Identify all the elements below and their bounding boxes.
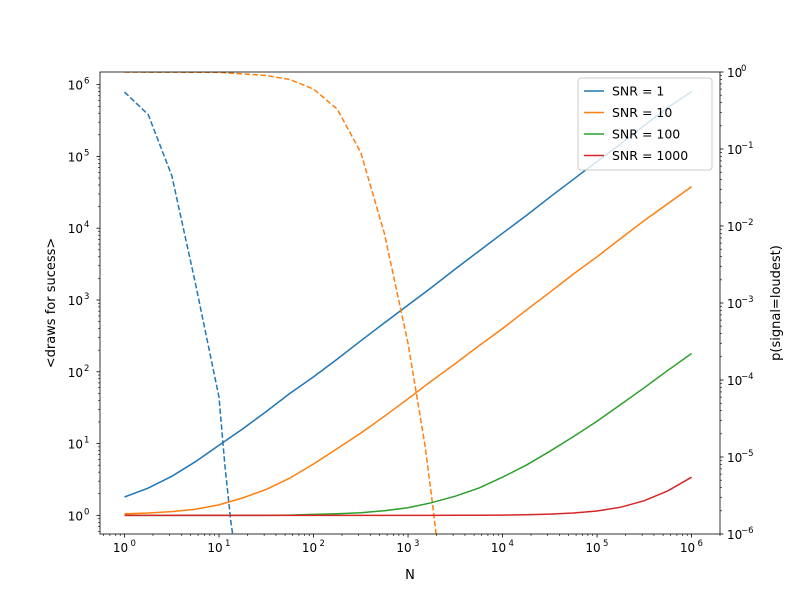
x-axis-label: N <box>405 568 415 583</box>
series-line-snr-1000 <box>124 476 692 517</box>
legend-label: SNR = 100 <box>612 127 680 142</box>
x-tick-label-exponent: 1 <box>225 539 230 549</box>
y-tick-label: 10 <box>68 438 83 452</box>
y-tick-label: 10 <box>68 222 83 236</box>
x-tick-label-exponent: 4 <box>509 539 514 549</box>
x-tick-label: 10 <box>396 541 411 555</box>
y-right-tick-label-exponent: −2 <box>741 218 754 228</box>
x-tick-label: 10 <box>207 541 222 555</box>
x-tick-label: 10 <box>680 541 695 555</box>
legend-label: SNR = 1 <box>612 84 664 99</box>
y-axis-label-right: p(signal=loudest) <box>769 245 784 361</box>
y-right-tick-label: 10 <box>727 374 742 388</box>
x-tick-label-exponent: 0 <box>131 539 136 549</box>
ticks-layer: 10 0 10 1 10 2 10 3 10 4 10 5 10 610 010 110 210 310 410 51… <box>68 64 754 555</box>
y-axis-label: <draws for sucess> <box>44 238 59 369</box>
y-tick-label-exponent: 1 <box>84 436 89 446</box>
x-tick-label-exponent: 2 <box>320 539 325 549</box>
legend: SNR = 1 SNR = 10 SNR = 100 SNR = 1000 <box>577 77 713 171</box>
y-tick-label-exponent: 2 <box>84 364 89 374</box>
y-right-tick-label-exponent: −5 <box>741 449 754 459</box>
series-line-snr-10 <box>124 185 693 515</box>
y-tick-label-exponent: 5 <box>84 148 89 158</box>
y-right-tick-label: 10 <box>727 220 742 234</box>
x-tick-label: 10 <box>302 541 317 555</box>
y-tick-label-exponent: 3 <box>84 292 89 302</box>
y-right-tick-label: 10 <box>727 297 742 311</box>
x-tick-label-exponent: 5 <box>603 539 608 549</box>
x-tick-label: 10 <box>585 541 600 555</box>
y-tick-label: 10 <box>68 79 83 93</box>
x-tick-label-exponent: 6 <box>698 539 703 549</box>
y-tick-label: 10 <box>68 509 83 523</box>
y-right-tick-label-exponent: 0 <box>741 64 746 74</box>
probability-line-snr-1 <box>123 91 234 534</box>
y-tick-label-exponent: 6 <box>84 77 89 87</box>
y-right-tick-label: 10 <box>727 451 742 465</box>
probability-line-snr-10 <box>124 72 437 534</box>
y-tick-label-exponent: 4 <box>84 220 89 230</box>
legend-label: SNR = 10 <box>612 105 672 120</box>
y-right-tick-label-exponent: −1 <box>741 141 754 151</box>
y-tick-label: 10 <box>68 366 83 380</box>
y-right-tick-label-exponent: −6 <box>741 526 754 536</box>
y-right-tick-label-exponent: −4 <box>741 372 754 382</box>
legend-label: SNR = 1000 <box>612 148 688 163</box>
y-tick-label: 10 <box>68 150 83 164</box>
y-right-tick-label-exponent: −3 <box>741 295 754 305</box>
y-tick-label: 10 <box>68 294 83 308</box>
x-tick-label: 10 <box>491 541 506 555</box>
series-line-snr-100 <box>124 352 693 517</box>
legend-box <box>577 77 713 171</box>
y-tick-label-exponent: 0 <box>84 507 89 517</box>
x-tick-label: 10 <box>113 541 128 555</box>
y-right-tick-label: 10 <box>727 66 742 80</box>
y-right-tick-label: 10 <box>727 528 742 542</box>
x-tick-label-exponent: 3 <box>414 539 419 549</box>
y-right-tick-label: 10 <box>727 143 742 157</box>
